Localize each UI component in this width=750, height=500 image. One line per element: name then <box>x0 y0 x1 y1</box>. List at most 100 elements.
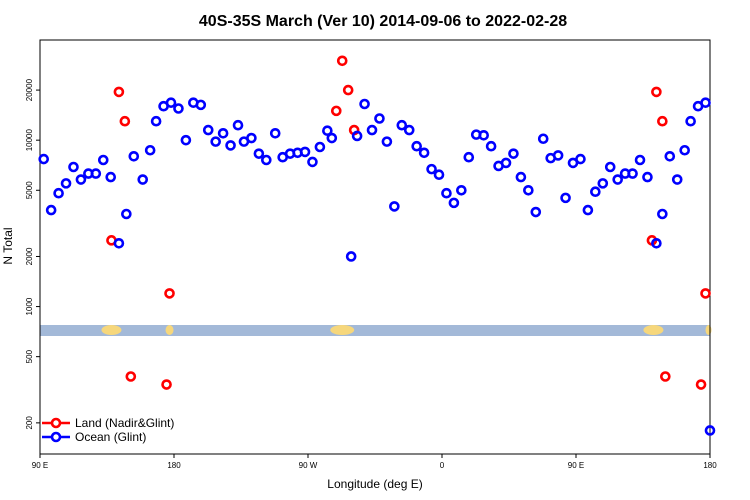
data-point <box>515 171 527 183</box>
y-tick-label: 10000 <box>25 129 34 152</box>
map-band-land <box>101 325 122 335</box>
data-point <box>411 140 422 152</box>
data-point <box>330 105 342 117</box>
data-point <box>657 208 668 220</box>
data-point <box>261 154 272 166</box>
data-point <box>225 140 236 151</box>
data-point <box>121 208 132 220</box>
data-point <box>173 103 184 114</box>
y-tick-label: 1000 <box>25 297 34 315</box>
data-point <box>326 132 338 144</box>
data-point <box>695 379 707 390</box>
y-axis: 200 500 1000 2000 5000 10000 20000 <box>25 78 40 430</box>
data-point <box>685 115 696 127</box>
y-tick-label: 2000 <box>25 247 34 265</box>
x-tick-label: 0 <box>440 461 445 470</box>
data-point <box>403 124 415 136</box>
data-point <box>342 84 354 96</box>
data-point <box>660 371 671 382</box>
data-point <box>433 169 445 181</box>
data-point <box>345 251 357 262</box>
data-point <box>232 119 244 131</box>
data-point <box>418 147 430 159</box>
data-point <box>523 184 534 196</box>
data-point <box>269 127 281 139</box>
data-point <box>448 197 460 209</box>
x-axis: 90 E 180 90 W 0 90 E 180 <box>32 454 717 470</box>
data-point <box>381 136 393 147</box>
data-point <box>97 154 109 166</box>
data-point <box>575 153 586 165</box>
map-band <box>40 325 712 336</box>
data-point <box>657 115 668 127</box>
data-point <box>60 178 72 189</box>
data-point <box>597 178 609 189</box>
y-tick-label: 500 <box>25 349 34 363</box>
data-point <box>671 174 683 185</box>
data-point <box>664 151 676 162</box>
map-band-ocean <box>40 325 710 336</box>
legend-marker <box>50 417 62 429</box>
plot-area <box>39 39 711 455</box>
map-band-land <box>643 325 664 335</box>
data-point <box>144 144 156 156</box>
y-tick-label: 20000 <box>25 78 34 101</box>
data-point <box>366 124 378 136</box>
data-point <box>704 425 716 436</box>
data-point <box>105 171 117 183</box>
data-point <box>530 206 542 218</box>
data-point <box>508 148 519 159</box>
data-point <box>307 156 318 168</box>
legend-marker <box>50 431 62 443</box>
data-point <box>137 174 149 185</box>
data-point <box>351 130 363 142</box>
data-point <box>456 184 467 196</box>
data-point <box>113 238 125 249</box>
map-band-land <box>330 325 355 335</box>
x-tick-label: 180 <box>167 461 181 470</box>
y-tick-label: 5000 <box>25 181 34 199</box>
data-point <box>202 124 214 136</box>
y-tick-label: 200 <box>25 416 34 430</box>
data-point <box>128 151 140 162</box>
x-tick-label: 90 E <box>32 461 48 470</box>
data-point <box>68 161 79 173</box>
data-point <box>113 86 125 98</box>
legend-label: Ocean (Glint) <box>75 430 146 444</box>
data-point <box>336 55 348 67</box>
data-point <box>165 97 177 108</box>
data-point <box>478 129 489 141</box>
data-point <box>552 150 564 161</box>
x-tick-label: 180 <box>703 461 717 470</box>
map-band-land <box>705 325 712 335</box>
data-point <box>322 125 333 137</box>
data-point <box>210 136 221 147</box>
data-point <box>374 113 385 124</box>
data-point <box>217 127 229 139</box>
data-point <box>299 146 311 158</box>
data-point <box>651 86 662 98</box>
data-point <box>38 153 50 165</box>
data-point <box>426 163 437 175</box>
data-point <box>634 154 646 166</box>
data-point <box>195 99 207 111</box>
data-point <box>119 115 131 127</box>
data-point <box>90 168 102 179</box>
data-point <box>651 238 662 249</box>
data-point <box>253 148 265 159</box>
data-point <box>150 115 162 127</box>
data-point <box>627 168 638 179</box>
legend: Land (Nadir&Glint)Ocean (Glint) <box>42 416 174 444</box>
data-point <box>53 187 64 199</box>
data-point <box>500 157 512 169</box>
data-point <box>396 119 408 131</box>
data-point <box>612 174 623 185</box>
data-point <box>45 204 57 216</box>
data-point <box>700 288 711 299</box>
data-point <box>164 288 175 299</box>
y-axis-label: N Total <box>1 227 15 264</box>
data-point <box>441 187 452 199</box>
data-point <box>389 201 400 212</box>
data-point <box>246 132 257 144</box>
data-point <box>180 134 192 146</box>
